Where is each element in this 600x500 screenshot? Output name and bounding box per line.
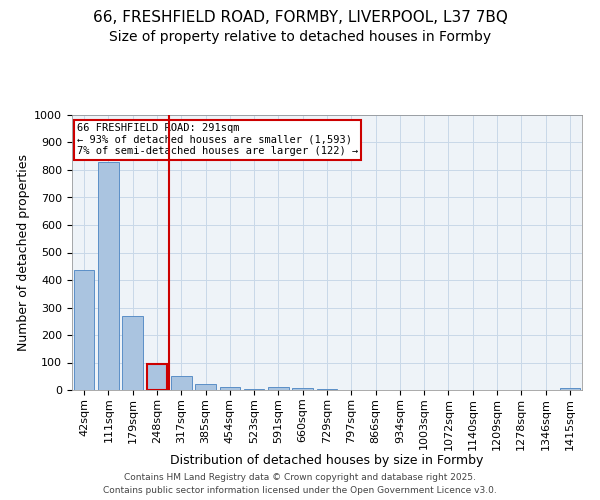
Bar (292, 388, 313, 390)
Text: Contains public sector information licensed under the Open Government Licence v3: Contains public sector information licen… (103, 486, 497, 495)
Text: 66, FRESHFIELD ROAD, FORMBY, LIVERPOOL, L37 7BQ: 66, FRESHFIELD ROAD, FORMBY, LIVERPOOL, … (92, 10, 508, 25)
Bar (74, 270, 94, 390)
Bar (122, 316, 143, 390)
Bar (268, 387, 289, 390)
Text: Size of property relative to detached houses in Formby: Size of property relative to detached ho… (109, 30, 491, 44)
Text: Contains HM Land Registry data © Crown copyright and database right 2025.: Contains HM Land Registry data © Crown c… (124, 474, 476, 482)
Bar (560, 388, 580, 390)
Bar (146, 364, 167, 390)
X-axis label: Distribution of detached houses by size in Formby: Distribution of detached houses by size … (170, 454, 484, 467)
Bar (220, 386, 240, 390)
Text: 66 FRESHFIELD ROAD: 291sqm
← 93% of detached houses are smaller (1,593)
7% of se: 66 FRESHFIELD ROAD: 291sqm ← 93% of deta… (77, 123, 358, 156)
Bar (98, 162, 119, 390)
Y-axis label: Number of detached properties: Number of detached properties (17, 154, 30, 351)
Bar (195, 384, 216, 390)
Bar (171, 376, 191, 390)
